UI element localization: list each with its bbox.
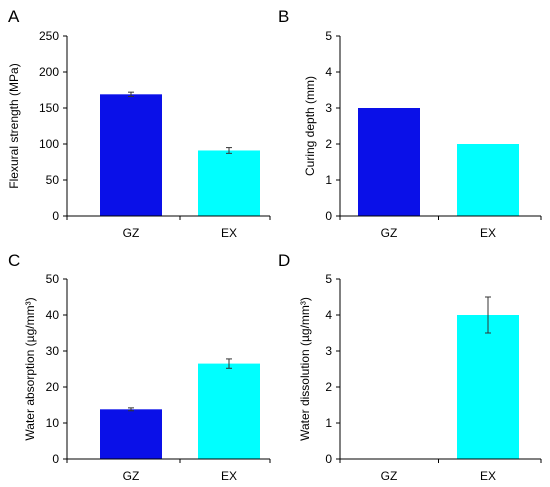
x-tick-label: EX [480, 469, 496, 483]
y-tick-label: 150 [39, 101, 59, 115]
y-tick-label: 20 [46, 380, 60, 394]
y-tick-label: 50 [46, 272, 60, 286]
y-tick-label: 30 [46, 344, 60, 358]
panel-letter: C [8, 251, 20, 270]
y-axis-title: Curing depth (mm) [303, 76, 317, 176]
chart-panel-b: B Curing depth (mm) GZ EX 0 1 2 3 4 5 [278, 7, 542, 240]
x-tick-label: GZ [381, 226, 398, 240]
y-tick-label: 3 [325, 101, 332, 115]
x-tick-label: EX [221, 226, 237, 240]
y-tick-label: 10 [46, 416, 60, 430]
y-tick-label: 5 [325, 272, 332, 286]
y-tick-label: 2 [325, 380, 332, 394]
y-axis-title: Flexural strength (MPa) [7, 63, 21, 188]
panel-letter: A [8, 7, 20, 26]
y-tick-label: 5 [325, 29, 332, 43]
bar-ex [198, 150, 260, 216]
chart-panel-c: C Water absorption (µg/mm³) GZ EX 0 10 20 30 40 5… [8, 251, 271, 483]
bar-ex [457, 315, 519, 459]
x-tick-label: GZ [381, 469, 398, 483]
y-tick-label: 4 [325, 65, 332, 79]
bar-ex [198, 363, 260, 459]
x-tick-label: GZ [123, 226, 140, 240]
y-tick-label: 40 [46, 308, 60, 322]
chart-panel-d: D Water dissolution (µg/mm³) GZ EX 0 1 2 3 4 5 [278, 251, 542, 483]
y-tick-label: 0 [325, 452, 332, 466]
panel-letter: D [278, 251, 290, 270]
bar-ex [457, 144, 519, 216]
y-tick-label: 4 [325, 308, 332, 322]
y-tick-label: 2 [325, 137, 332, 151]
y-tick-label: 200 [39, 65, 59, 79]
y-axis-title: Water absorption (µg/mm³) [23, 297, 37, 440]
x-tick-label: EX [480, 226, 496, 240]
y-tick-label: 3 [325, 344, 332, 358]
bar-gz [100, 409, 162, 459]
x-tick-label: GZ [123, 469, 140, 483]
chart-panel-a: A Flexural strength (MPa) GZ EX 0 50 100 150 200… [7, 7, 271, 240]
y-tick-label: 250 [39, 29, 59, 43]
y-tick-label: 0 [325, 209, 332, 223]
x-tick-label: EX [221, 469, 237, 483]
panel-letter: B [278, 7, 289, 26]
bar-gz [358, 108, 420, 216]
y-axis-title: Water dissolution (µg/mm³) [298, 297, 312, 441]
y-tick-label: 50 [46, 173, 60, 187]
bar-gz [100, 94, 162, 216]
y-tick-label: 0 [52, 209, 59, 223]
y-tick-label: 1 [325, 416, 332, 430]
y-tick-label: 0 [52, 452, 59, 466]
y-tick-label: 100 [39, 137, 59, 151]
y-tick-label: 1 [325, 173, 332, 187]
